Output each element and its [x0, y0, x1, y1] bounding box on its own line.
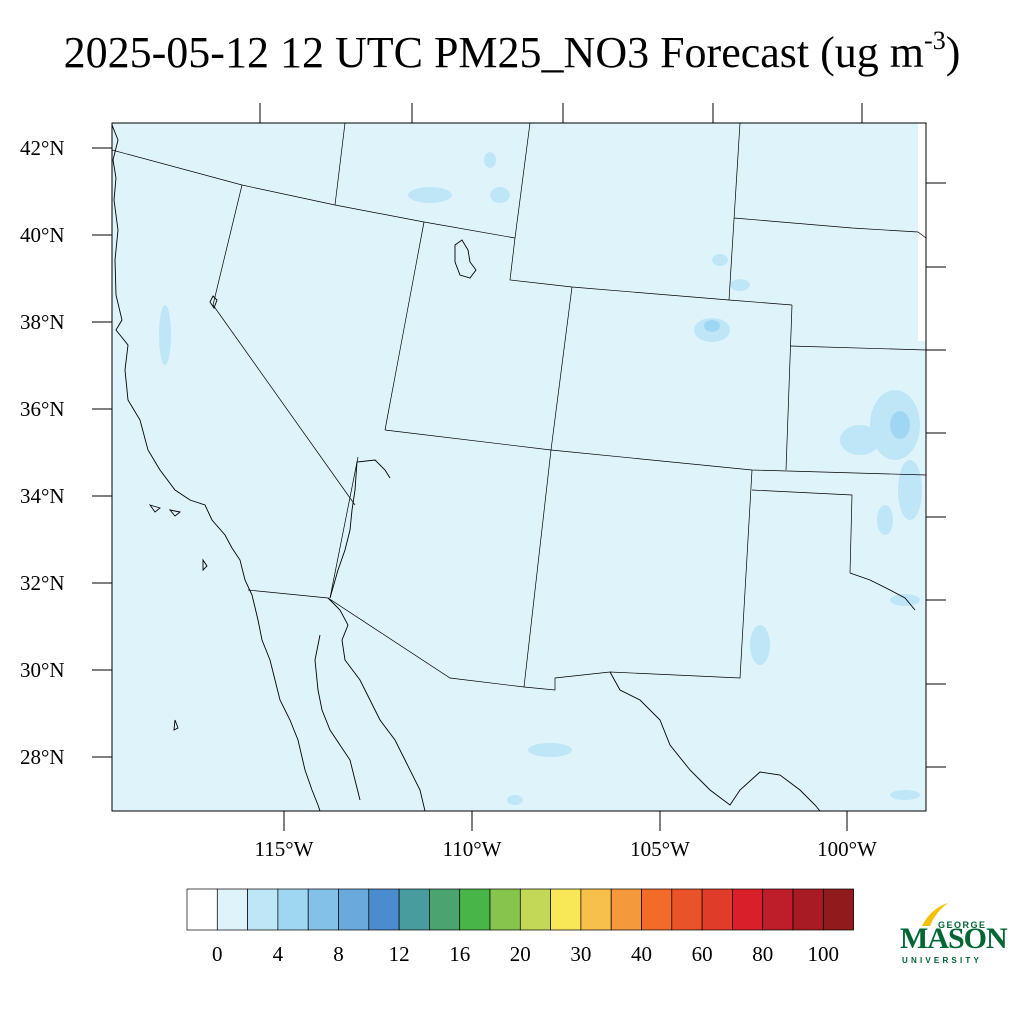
logo-university: UNIVERSITY — [902, 956, 983, 965]
logo-mason: MASON — [900, 922, 1008, 955]
lon-label-100w: 100°W — [817, 837, 877, 861]
colorbar-tick-label: 100 — [807, 942, 840, 966]
lat-label-42n: 42°N — [20, 136, 65, 160]
concentration-patches — [159, 152, 922, 805]
lat-label-28n: 28°N — [20, 745, 65, 769]
colorbar-tick-label: 30 — [570, 942, 592, 966]
colorbar-tick-label: 0 — [212, 942, 223, 966]
map-title: 2025-05-12 12 UTC PM25_NO3 Forecast (ug … — [63, 26, 961, 77]
lat-label-30n: 30°N — [20, 658, 65, 682]
lon-label-110w: 110°W — [442, 837, 502, 861]
no-data-strip — [918, 123, 926, 341]
colorbar-tick-label: 4 — [272, 942, 284, 966]
lon-label-115w: 115°W — [254, 837, 314, 861]
lat-label-36n: 36°N — [20, 397, 65, 421]
colorbar-tick-label: 20 — [509, 942, 531, 966]
lat-label-40n: 40°N — [20, 223, 65, 247]
colorbar-tick-label: 12 — [388, 942, 410, 966]
colorbar-tick-label: 8 — [333, 942, 344, 966]
axis-ticks — [92, 103, 946, 831]
state-boundaries — [111, 122, 927, 691]
coastlines — [111, 124, 916, 812]
colorbar-tick-label: 16 — [449, 942, 471, 966]
university-logo: GEORGE MASON UNIVERSITY — [896, 900, 1008, 970]
colorbar-tick-label: 80 — [752, 942, 774, 966]
logo-george: GEORGE — [938, 920, 987, 930]
colorbar-tick-label: 40 — [631, 942, 652, 966]
lat-label-34n: 34°N — [20, 484, 65, 508]
concentration-field — [112, 123, 926, 811]
map-frame — [111, 122, 927, 812]
colorbar-tick-label: 60 — [691, 942, 713, 966]
lat-label-32n: 32°N — [20, 571, 65, 595]
lat-label-38n: 38°N — [20, 310, 65, 334]
lon-label-105w: 105°W — [630, 837, 690, 861]
logo-flame-icon — [922, 903, 948, 926]
concentration-patches-mid — [704, 320, 910, 439]
